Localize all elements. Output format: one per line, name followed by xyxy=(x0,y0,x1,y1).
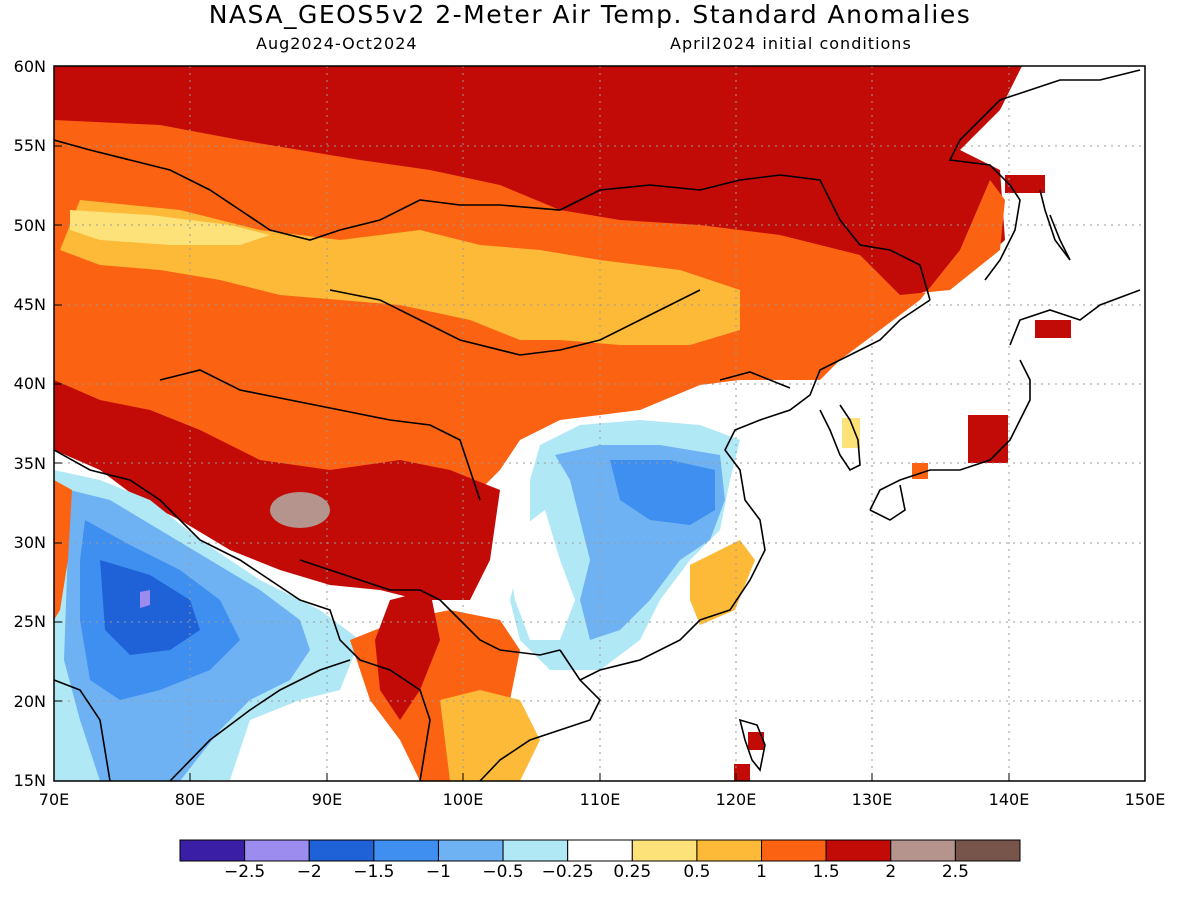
anomaly-region-east-china-colder xyxy=(610,460,715,525)
colorbar-swatch xyxy=(567,839,633,862)
colorbar-swatch xyxy=(631,839,698,862)
anomaly-region-north xyxy=(54,66,1022,300)
lat-label: 60N xyxy=(13,57,46,76)
anomaly-region-gobi-core xyxy=(70,210,270,245)
axis-ticks xyxy=(54,145,1010,781)
colorbar-label: 1 xyxy=(756,862,767,882)
anomaly-patch-hokkaido xyxy=(1035,320,1071,338)
lon-label: 140E xyxy=(988,790,1030,809)
colorbar-label: −0.5 xyxy=(482,862,524,882)
anomaly-patch-taiwan-south xyxy=(734,764,750,781)
anomaly-patch-korea xyxy=(842,418,860,448)
colorbar-swatch xyxy=(244,839,310,862)
colorbar-swatch xyxy=(825,839,892,862)
lat-label: 55N xyxy=(13,136,46,155)
colorbar-label: −1 xyxy=(425,862,451,882)
colorbar-label: −2 xyxy=(296,862,322,882)
colorbar-swatch xyxy=(179,839,246,862)
lon-label: 80E xyxy=(174,790,206,809)
lon-label: 100E xyxy=(442,790,484,809)
colorbar-swatch xyxy=(890,839,956,862)
lon-label: 150E xyxy=(1124,790,1166,809)
forecast-period: Aug2024-Oct2024 xyxy=(256,34,418,53)
lon-label: 120E xyxy=(715,790,757,809)
lat-label: 45N xyxy=(13,295,46,314)
lat-label: 35N xyxy=(13,454,46,473)
colorbar-label: −2.5 xyxy=(223,862,266,882)
lon-label: 70E xyxy=(38,790,70,809)
graticule xyxy=(54,66,1145,781)
lat-label: 20N xyxy=(13,692,46,711)
colorbar-swatch xyxy=(696,839,763,862)
lat-label: 50N xyxy=(13,216,46,235)
lon-label: 130E xyxy=(851,790,893,809)
colorbar-swatch xyxy=(308,839,375,862)
anomaly-patch-tibet-brown xyxy=(270,492,330,528)
anomaly-patch-purple xyxy=(140,590,150,608)
anomaly-patch-honshu xyxy=(968,415,1008,463)
anomaly-region-west-india-warm xyxy=(54,480,72,620)
colorbar-swatch xyxy=(502,839,569,862)
lon-label: 90E xyxy=(311,790,343,809)
anomaly-region-india-coldest xyxy=(100,560,200,655)
initial-conditions: April2024 initial conditions xyxy=(670,34,912,53)
lat-label: 30N xyxy=(13,533,46,552)
colorbar-label: 1.5 xyxy=(812,862,840,882)
colorbar-swatch xyxy=(437,839,504,862)
colorbar-swatch xyxy=(761,839,827,862)
colorbar-label: 0.25 xyxy=(613,862,652,882)
colorbar-label: −0.25 xyxy=(541,862,594,882)
anomaly-region-southeast-coast xyxy=(690,540,755,625)
colorbar-label: 2.5 xyxy=(941,862,969,882)
colorbar-label: 0.5 xyxy=(683,862,711,882)
lon-label: 110E xyxy=(579,790,621,809)
colorbar-label: −1.5 xyxy=(353,862,395,882)
map-title: NASA_GEOS5v2 2-Meter Air Temp. Standard … xyxy=(208,0,972,29)
anomaly-region-indochina-south xyxy=(440,690,540,781)
anomaly-fields xyxy=(54,66,1145,781)
lat-label: 15N xyxy=(13,771,46,790)
anomaly-region-south-china-neutral xyxy=(505,510,575,640)
anomaly-patch-taiwan xyxy=(748,732,764,750)
colorbar-swatch xyxy=(373,839,439,862)
lat-label: 40N xyxy=(13,374,46,393)
colorbar-label: 2 xyxy=(885,862,897,882)
coastlines-and-borders xyxy=(54,69,1141,781)
colorbar xyxy=(179,839,1021,862)
anomaly-region-tibet xyxy=(54,380,500,600)
anomaly-patch-sakhalin xyxy=(1005,175,1045,193)
colorbar-swatch xyxy=(954,839,1021,862)
lat-label: 25N xyxy=(13,612,46,631)
